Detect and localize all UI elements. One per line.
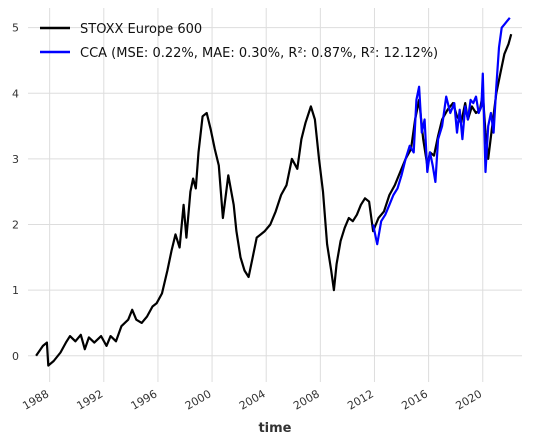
y-grid xyxy=(28,27,522,357)
series-line-1 xyxy=(372,17,511,246)
y-tick-label: 1 xyxy=(12,284,19,297)
y-tick-labels: 0 1 2 3 4 5 xyxy=(12,22,19,363)
x-tick-label: 1992 xyxy=(75,387,106,412)
series-line-0 xyxy=(35,33,513,367)
x-tick-label: 2008 xyxy=(291,387,322,412)
x-tick-label: 2000 xyxy=(183,387,214,412)
y-tick-label: 2 xyxy=(12,219,19,232)
x-tick-label: 1996 xyxy=(129,387,160,412)
y-tick-label: 0 xyxy=(12,350,19,363)
series-layer xyxy=(35,17,513,367)
x-tick-label: 2004 xyxy=(237,387,268,412)
x-grid xyxy=(49,8,484,382)
legend-label-1: CCA (MSE: 0.22%, MAE: 0.30%, R²: 0.87%, … xyxy=(80,46,438,61)
x-tick-label: 2016 xyxy=(399,387,430,412)
legend: STOXX Europe 600 CCA (MSE: 0.22%, MAE: 0.… xyxy=(40,22,438,61)
x-axis-label: time xyxy=(258,421,291,436)
x-tick-label: 1988 xyxy=(20,387,51,412)
y-tick-label: 4 xyxy=(12,87,19,100)
y-tick-label: 5 xyxy=(12,22,19,35)
x-tick-label: 2012 xyxy=(345,387,376,412)
x-tick-label: 2020 xyxy=(454,387,485,412)
y-tick-label: 3 xyxy=(12,153,19,166)
x-tick-labels: 1988 1992 1996 2000 2004 2008 2012 2016 2020 xyxy=(20,387,484,412)
legend-label-0: STOXX Europe 600 xyxy=(80,22,202,37)
